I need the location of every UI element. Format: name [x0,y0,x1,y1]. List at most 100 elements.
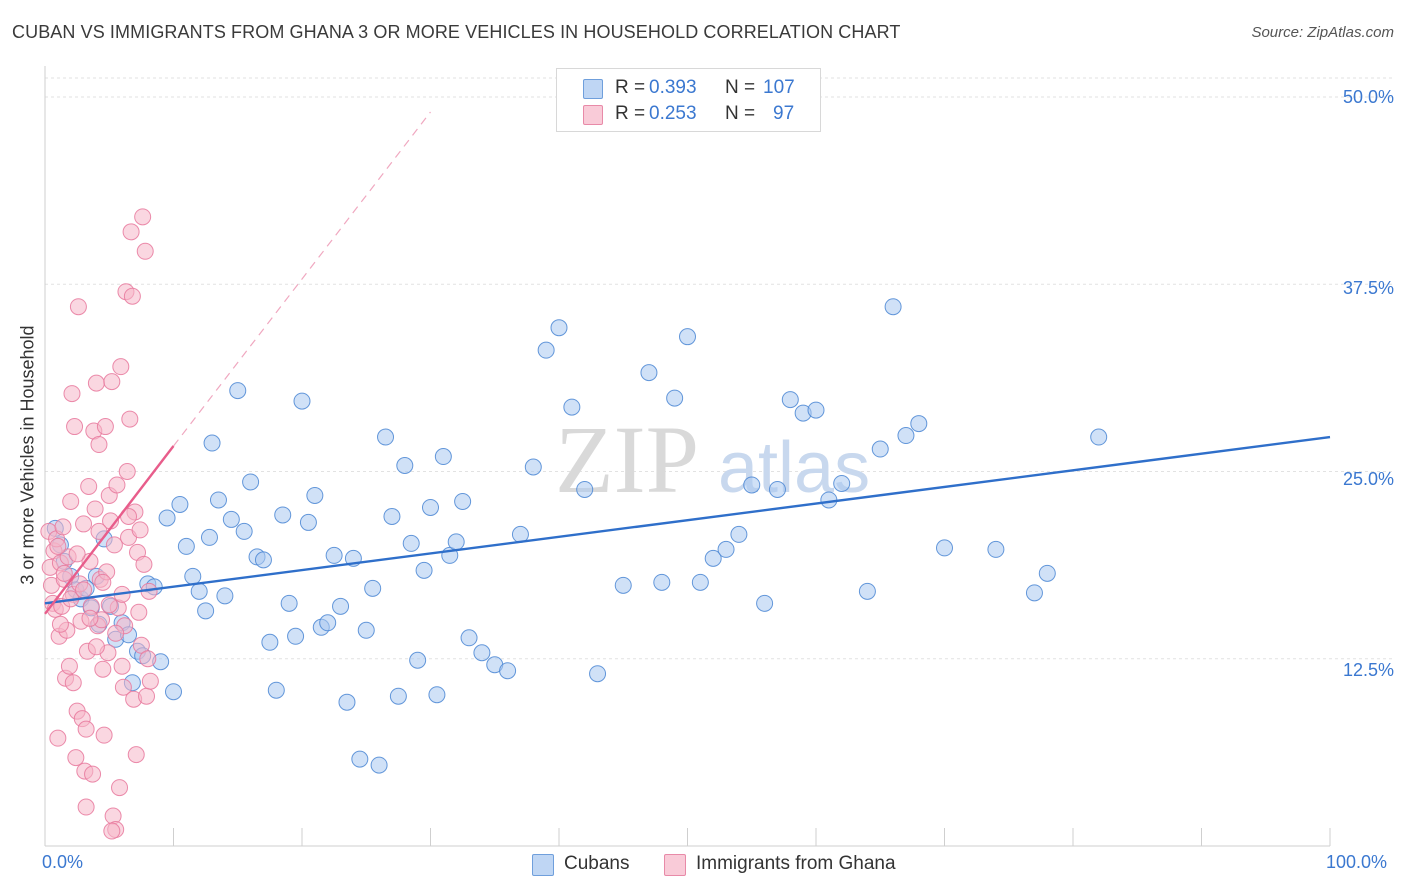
point-cubans [184,567,202,585]
point-cubans [589,665,607,683]
bottom-legend-swatch-ghana [664,854,686,876]
point-ghana [55,564,73,582]
trend-lines [44,111,1331,615]
point-cubans [190,582,208,600]
point-cubans [171,495,189,513]
point-ghana [54,518,72,536]
legend-r-label: R = [615,77,646,98]
point-ghana [121,410,139,428]
point-cubans [203,434,221,452]
bottom-legend-label-cubans: Cubans [564,853,630,874]
point-ghana [94,573,112,591]
series-cubans [46,298,1108,774]
point-cubans [158,509,176,527]
point-cubans [524,458,542,476]
point-cubans [280,594,298,612]
point-ghana [100,596,118,614]
point-cubans [858,582,876,600]
point-ghana [112,358,130,376]
point-cubans [235,522,253,540]
point-ghana [122,223,140,241]
point-ghana [81,609,99,627]
point-ghana [134,208,152,226]
point-cubans [332,597,350,615]
point-cubans [447,533,465,551]
point-cubans [1090,428,1108,446]
point-cubans [781,391,799,409]
point-ghana [49,537,67,555]
point-ghana [80,477,98,495]
point-cubans [691,573,709,591]
point-cubans [197,602,215,620]
point-ghana [139,650,157,668]
point-ghana [69,298,87,316]
point-cubans [274,506,292,524]
point-cubans [460,629,478,647]
bottom-legend-label-ghana: Immigrants from Ghana [696,853,896,874]
point-cubans [396,457,414,475]
legend-swatch-cubans [583,79,603,99]
point-ghana [49,729,67,747]
point-ghana [103,373,121,391]
legend-swatch-ghana [583,105,603,125]
point-ghana [86,500,104,518]
point-cubans [319,614,337,632]
point-ghana [68,545,86,563]
y-tick-label-12-5: 12.5% [1342,660,1394,680]
point-ghana [141,672,159,690]
point-ghana [131,521,149,539]
point-cubans [897,427,915,445]
point-cubans [402,534,420,552]
legend-n-value: 97 [773,103,795,124]
point-ghana [127,746,145,764]
point-cubans [743,476,761,494]
point-cubans [987,540,1005,558]
point-ghana [111,779,129,797]
point-cubans [1038,564,1056,582]
point-ghana [77,798,95,816]
point-ghana [103,822,121,840]
point-cubans [200,528,218,546]
point-ghana [95,726,113,744]
point-ghana [67,749,85,767]
point-cubans [325,546,343,564]
point-cubans [242,473,260,491]
point-cubans [679,328,696,346]
point-cubans [434,448,452,466]
point-cubans [222,510,240,528]
point-cubans [640,364,658,382]
point-cubans [261,633,279,651]
point-cubans [807,401,825,419]
point-ghana [66,418,84,436]
point-cubans [254,551,272,569]
point-ghana [63,385,81,403]
point-ghana [90,436,108,454]
y-axis-label: 3 or more Vehicles in Household [17,325,38,585]
point-cubans [422,498,439,516]
point-cubans [473,644,491,662]
axes [44,66,1331,847]
grid-lines [45,77,1392,660]
point-ghana [123,287,141,305]
point-ghana [113,657,131,675]
point-ghana [114,678,132,696]
legend-n-label: N = [725,77,756,98]
point-ghana [77,720,95,738]
source-label: Source: ZipAtlas.com [1251,24,1394,41]
watermark-zip: ZIP [555,406,699,513]
point-cubans [756,594,774,612]
point-cubans [537,341,555,359]
legend-r-value: 0.253 [649,103,697,124]
point-ghana [105,536,123,554]
point-cubans [209,491,227,509]
y-tick-label-37-5: 37.5% [1342,278,1394,298]
point-cubans [306,486,324,504]
point-cubans [910,415,928,433]
point-ghana [87,638,105,656]
point-cubans [229,382,247,400]
point-cubans [299,513,317,531]
legend-r-label: R = [615,103,646,124]
point-cubans [717,540,735,558]
point-cubans [550,319,568,337]
point-ghana [64,674,82,692]
